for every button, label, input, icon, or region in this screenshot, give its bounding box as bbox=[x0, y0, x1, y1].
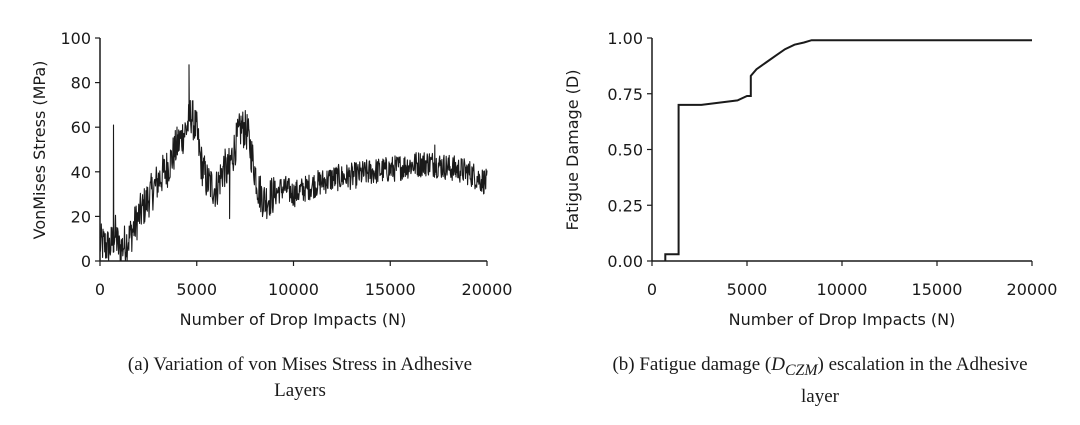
x-tick-label-b: 15000 bbox=[912, 280, 963, 299]
plot-area-b bbox=[664, 39, 1032, 261]
x-tick-label-b: 10000 bbox=[817, 280, 868, 299]
x-tick-label-a: 5000 bbox=[176, 280, 217, 299]
y-tick-label-a: 60 bbox=[71, 118, 91, 137]
y-tick-label-b: 0.75 bbox=[607, 85, 643, 104]
y-axis-title-b: Fatigue Damage (D) bbox=[563, 70, 582, 231]
x-tick-label-a: 20000 bbox=[462, 280, 513, 299]
y-axis-title-a: VonMises Stress (MPa) bbox=[30, 61, 49, 240]
x-tick-label-b: 20000 bbox=[1007, 280, 1058, 299]
caption-a: (a) Variation of von Mises Stress in Adh… bbox=[127, 354, 473, 401]
y-tick-label-a: 0 bbox=[81, 252, 91, 271]
y-tick-label-b: 0.00 bbox=[607, 252, 643, 271]
chart-b-damage: 0.00 0.25 0.50 0.75 1.00 0 5000 10000 15000 2000… bbox=[563, 29, 1057, 329]
caption-b-symbol: D bbox=[771, 354, 785, 375]
x-axis-title-a: Number of Drop Impacts (N) bbox=[180, 310, 407, 329]
caption-b-subscript: CZM bbox=[785, 361, 818, 379]
chart-a-stress: 0 20 40 60 80 100 0 5000 10000 15000 20000 Number… bbox=[30, 29, 512, 329]
y-tick-label-a: 80 bbox=[71, 74, 91, 93]
x-axis-title-b: Number of Drop Impacts (N) bbox=[729, 310, 956, 329]
x-tick-label-b: 5000 bbox=[727, 280, 768, 299]
plot-area-a bbox=[99, 64, 488, 262]
caption-b-suffix: ) escalation in the Adhesive layer bbox=[801, 354, 1028, 407]
y-tick-group-a: 0 20 40 60 80 100 bbox=[60, 29, 100, 271]
x-tick-group-b: 0 5000 10000 15000 20000 bbox=[647, 261, 1058, 299]
y-tick-group-b: 0.00 0.25 0.50 0.75 1.00 bbox=[607, 29, 652, 271]
caption-b-prefix: (b) Fatigue damage ( bbox=[612, 354, 772, 375]
x-tick-label-b: 0 bbox=[647, 280, 657, 299]
x-tick-label-a: 0 bbox=[95, 280, 105, 299]
series-line-b-0 bbox=[664, 39, 1032, 261]
caption-b: (b) Fatigue damage (DCZM) escalation in … bbox=[600, 352, 1040, 410]
series-line-a-0 bbox=[99, 64, 488, 262]
y-tick-label-a: 40 bbox=[71, 163, 91, 182]
y-tick-label-a: 100 bbox=[60, 29, 91, 48]
x-tick-label-a: 10000 bbox=[268, 280, 319, 299]
y-tick-label-b: 1.00 bbox=[607, 29, 643, 48]
y-tick-label-b: 0.50 bbox=[607, 141, 643, 160]
x-tick-group-a: 0 5000 10000 15000 20000 bbox=[95, 261, 513, 299]
y-tick-label-a: 20 bbox=[71, 207, 91, 226]
y-tick-label-b: 0.25 bbox=[607, 196, 643, 215]
x-tick-label-a: 15000 bbox=[365, 280, 416, 299]
